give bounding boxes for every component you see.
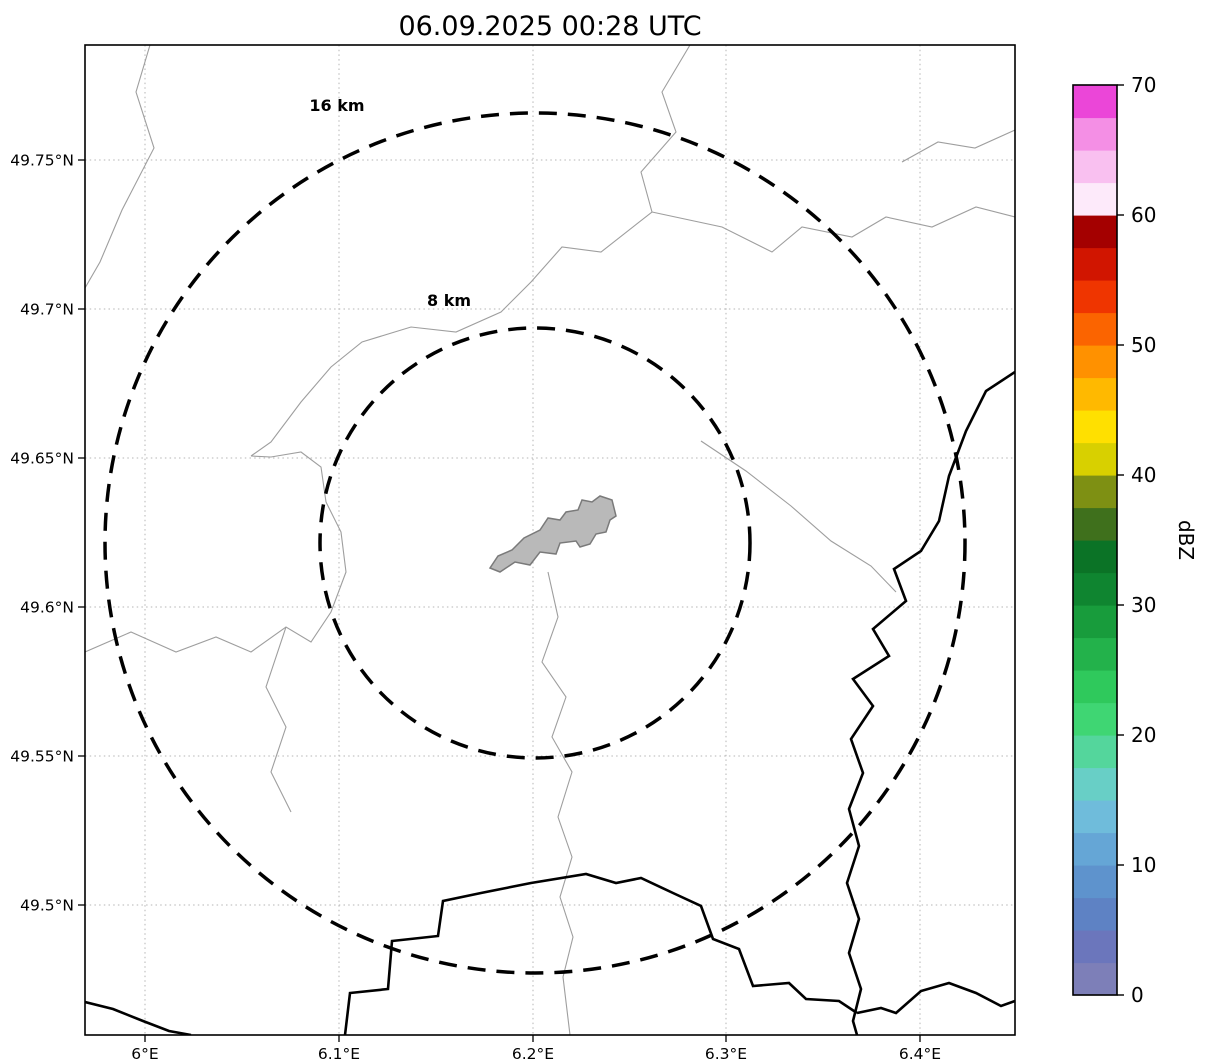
- colorbar-segment: [1073, 312, 1117, 346]
- colorbar-tick-label: 70: [1131, 73, 1156, 97]
- boundary-line: [85, 451, 347, 653]
- y-tick-label: 49.6°N: [20, 599, 74, 617]
- range-ring-16km-label: 16 km: [309, 96, 364, 115]
- colorbar-segment: [1073, 182, 1117, 216]
- municipal-boundary-lines: [85, 45, 1015, 1035]
- colorbar-tick-label: 50: [1131, 333, 1156, 357]
- colorbar-tick-label: 60: [1131, 203, 1156, 227]
- x-tick-label: 6.2°E: [512, 1045, 554, 1063]
- colorbar-segment: [1073, 247, 1117, 281]
- range-ring-8km-label: 8 km: [427, 291, 471, 310]
- colorbar-segment: [1073, 962, 1117, 996]
- map-features: [85, 45, 1015, 1035]
- boundary-line: [265, 626, 292, 813]
- plot-title: 06.09.2025 00:28 UTC: [398, 11, 701, 42]
- plot-frame: [84, 44, 1016, 1036]
- colorbar-segment: [1073, 280, 1117, 314]
- colorbar-segment: [1073, 410, 1117, 444]
- y-tick-label: 49.65°N: [10, 450, 74, 468]
- colorbar-segment: [1073, 442, 1117, 476]
- boundary-line: [250, 45, 691, 457]
- colorbar-tick-label: 0: [1131, 983, 1144, 1007]
- colorbar-segment: [1073, 572, 1117, 606]
- y-tick-label: 49.55°N: [10, 748, 74, 766]
- colorbar-segment: [1073, 150, 1117, 184]
- river-border-line: [343, 872, 858, 1035]
- colorbar-segment: [1073, 377, 1117, 411]
- colorbar-segment: [1073, 540, 1117, 574]
- colorbar-segment: [1073, 670, 1117, 704]
- y-tick-label: 49.7°N: [20, 301, 74, 319]
- colorbar-segment: [1073, 735, 1117, 769]
- colorbar-segment: [1073, 507, 1117, 541]
- boundary-line: [700, 440, 897, 593]
- colorbar-tick-label: 10: [1131, 853, 1156, 877]
- axes: 6°E 6.1°E 6.2°E 6.3°E 6.4°E 49.75°N 49.7°N 49.6…: [10, 152, 941, 1064]
- colorbar-segment: [1073, 605, 1117, 639]
- colorbar-segment: [1073, 345, 1117, 379]
- x-tick-label: 6.3°E: [705, 1045, 747, 1063]
- boundary-line: [651, 206, 1015, 253]
- colorbar: 0 10 20 30 40 50 60 70: [1072, 73, 1156, 1007]
- colorbar-segment: [1073, 865, 1117, 899]
- airport-polygon: [488, 495, 617, 573]
- river-border-line: [845, 370, 1015, 1035]
- colorbar-segment: [1073, 475, 1117, 509]
- river-border-line: [856, 981, 1015, 1015]
- colorbar-label: dBZ: [1174, 520, 1198, 560]
- colorbar-segment: [1073, 637, 1117, 671]
- boundary-line: [85, 45, 155, 289]
- colorbar-outline: [1072, 84, 1118, 996]
- x-tick-label: 6.1°E: [318, 1045, 360, 1063]
- colorbar-segment: [1073, 117, 1117, 151]
- y-tick-label: 49.75°N: [10, 152, 74, 170]
- colorbar-segment: [1073, 832, 1117, 866]
- colorbar-segment: [1073, 800, 1117, 834]
- range-ring-8km: [318, 326, 752, 760]
- colorbar-segment: [1073, 702, 1117, 736]
- y-tick-label: 49.5°N: [20, 897, 74, 915]
- colorbar-tick-label: 30: [1131, 593, 1156, 617]
- colorbar-segment: [1073, 767, 1117, 801]
- country-border-river-lines: [85, 370, 1015, 1035]
- colorbar-segment: [1073, 930, 1117, 964]
- colorbar-segment: [1073, 85, 1117, 119]
- river-border-line: [85, 1000, 192, 1035]
- range-ring-16km: [103, 111, 967, 975]
- x-tick-label: 6°E: [131, 1045, 158, 1063]
- boundary-line: [541, 571, 574, 1035]
- colorbar-segment: [1073, 215, 1117, 249]
- boundary-line: [901, 129, 1015, 163]
- colorbar-tick-label: 20: [1131, 723, 1156, 747]
- x-tick-label: 6.4°E: [899, 1045, 941, 1063]
- colorbar-tick-label: 40: [1131, 463, 1156, 487]
- colorbar-segment: [1073, 897, 1117, 931]
